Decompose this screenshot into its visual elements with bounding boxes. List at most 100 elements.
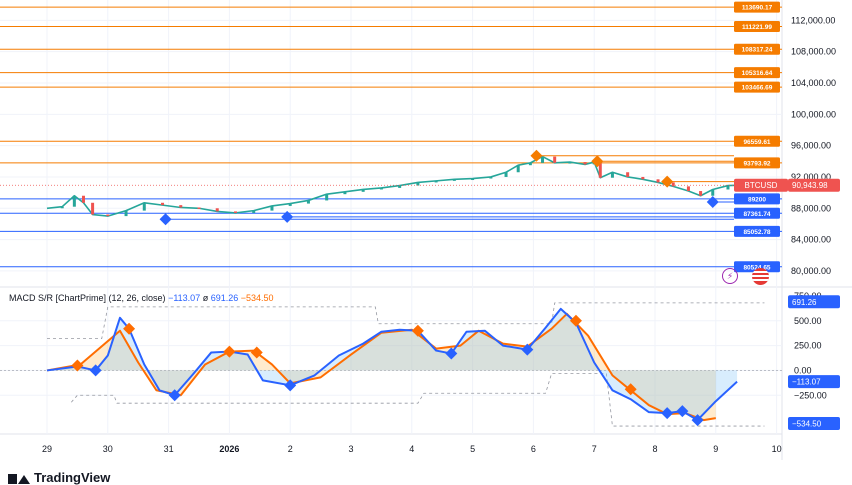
sr-level-label: 89200 bbox=[748, 196, 766, 203]
last-price-badge: 90,943.98 bbox=[792, 181, 828, 190]
price-candle bbox=[106, 214, 110, 217]
x-tick-label: 4 bbox=[409, 444, 414, 454]
swing-markers bbox=[159, 149, 734, 226]
price-tick-label: 100,000.00 bbox=[791, 109, 836, 119]
sr-level-label: 113690.17 bbox=[742, 5, 773, 12]
price-tick-label: 96,000.00 bbox=[791, 141, 831, 151]
price-candle bbox=[568, 162, 572, 164]
price-candle bbox=[711, 189, 715, 196]
sr-level-label-box bbox=[734, 157, 780, 169]
macd-bullish-cross-marker bbox=[168, 389, 181, 402]
sr-level-label: 93793.92 bbox=[743, 160, 770, 167]
sr-level-label-box bbox=[734, 43, 780, 55]
price-candle bbox=[656, 179, 660, 183]
last-price-badge-symbol: BTCUSD bbox=[745, 181, 778, 190]
signal-fill bbox=[47, 313, 716, 421]
price-candle bbox=[471, 178, 475, 181]
price-candle bbox=[142, 202, 146, 211]
x-tick-label: 29 bbox=[42, 444, 52, 454]
x-tick-label: 3 bbox=[348, 444, 353, 454]
macd-bearish-cross-marker bbox=[123, 322, 136, 335]
macd-value-badge: 691.26 bbox=[792, 298, 817, 307]
price-candle bbox=[179, 205, 183, 208]
price-candle bbox=[641, 176, 645, 180]
x-tick-label: 8 bbox=[652, 444, 657, 454]
macd-bearish-cross-marker bbox=[250, 346, 263, 359]
lightning-icon[interactable]: ⚡ bbox=[722, 268, 738, 284]
macd-bullish-cross-marker bbox=[521, 343, 534, 356]
price-candle bbox=[452, 179, 456, 181]
swing-low-marker bbox=[159, 213, 172, 226]
x-tick-label: 7 bbox=[592, 444, 597, 454]
swing-high-marker bbox=[661, 175, 674, 188]
macd-bullish-cross-marker bbox=[691, 414, 704, 427]
price-candle bbox=[516, 165, 520, 173]
sr-level-label: 80524.65 bbox=[743, 264, 770, 271]
price-tick-label: 92,000.00 bbox=[791, 172, 831, 182]
price-candle bbox=[528, 162, 532, 166]
sr-level-label: 108317.24 bbox=[742, 47, 773, 54]
x-tick-label: 5 bbox=[470, 444, 475, 454]
sr-level-label-box bbox=[734, 207, 780, 219]
swing-high-marker bbox=[591, 155, 604, 168]
price-candle bbox=[671, 182, 675, 187]
sr-level-label: 105316.64 bbox=[742, 70, 773, 77]
sr-levels: 113690.17 111221.99 108317.24 105316.64 1034… bbox=[0, 1, 782, 273]
macd-tick-label: 250.00 bbox=[794, 341, 822, 351]
price-candle bbox=[699, 191, 703, 196]
macd-bullish-cross-marker bbox=[676, 405, 689, 418]
swing-high-marker bbox=[530, 149, 543, 162]
tradingview-logo[interactable]: TradingView bbox=[8, 470, 110, 485]
x-tick-label: 6 bbox=[531, 444, 536, 454]
price-candle bbox=[197, 207, 201, 209]
last-price-badge-symbol-box bbox=[734, 178, 788, 192]
macd-bearish-cross-marker bbox=[411, 324, 424, 337]
x-tick-label: 2 bbox=[288, 444, 293, 454]
macd-legend[interactable]: MACD S/R [ChartPrime] (12, 26, close) −1… bbox=[9, 293, 274, 303]
price-candle bbox=[553, 156, 557, 163]
sr-level-label-box bbox=[734, 20, 780, 32]
price-candle bbox=[343, 191, 347, 195]
macd-tick-label: 500.00 bbox=[794, 316, 822, 326]
macd-value-badge-box bbox=[788, 295, 840, 309]
price-candle bbox=[60, 206, 64, 209]
macd-bearish-cross-marker bbox=[223, 345, 236, 358]
tradingview-logo-text: TradingView bbox=[34, 470, 111, 485]
price-candle bbox=[72, 195, 76, 207]
x-tick-label: 10 bbox=[772, 444, 782, 454]
price-candle bbox=[610, 172, 614, 178]
price-candle bbox=[306, 200, 310, 204]
macd-lower-band bbox=[71, 373, 765, 427]
x-tick-label: 2026 bbox=[219, 444, 239, 454]
macd-bearish-cross-marker bbox=[569, 314, 582, 327]
price-candle bbox=[81, 195, 85, 203]
sr-level-label-box bbox=[734, 261, 780, 273]
sr-level-label-box bbox=[734, 81, 780, 93]
macd-legend-value-3: 691.26 bbox=[210, 293, 239, 303]
swing-low-marker bbox=[706, 196, 719, 209]
time-axis[interactable]: 29 30 31 2026 2 3 4 5 6 7 8 9 10 bbox=[42, 444, 782, 454]
price-series bbox=[0, 155, 782, 217]
price-candle bbox=[626, 172, 630, 177]
macd-grid bbox=[0, 320, 782, 396]
sr-level-label-box bbox=[734, 193, 780, 205]
price-axis[interactable]: 80,000.00 84,000.00 88,000.00 92,000.00 96,0… bbox=[791, 15, 836, 276]
sr-level-label: 96559.61 bbox=[743, 139, 770, 146]
price-candle bbox=[270, 205, 274, 211]
macd-value-badge-box bbox=[788, 417, 840, 431]
price-candle bbox=[91, 202, 95, 215]
price-candle bbox=[161, 202, 165, 206]
macd-value-badge-box bbox=[788, 375, 840, 389]
price-candle bbox=[215, 208, 219, 212]
last-price-badge-box bbox=[788, 178, 840, 192]
macd-legend-value-4: −534.50 bbox=[240, 293, 274, 303]
price-tick-label: 88,000.00 bbox=[791, 203, 831, 213]
macd-legend-title: MACD S/R [ChartPrime] bbox=[9, 293, 107, 303]
us-flag-icon[interactable] bbox=[752, 268, 769, 285]
price-candle bbox=[489, 176, 493, 179]
price-candle bbox=[434, 180, 438, 183]
price-candle bbox=[416, 182, 420, 186]
price-candle bbox=[325, 194, 329, 201]
price-candle bbox=[504, 172, 508, 177]
price-candle bbox=[398, 185, 402, 188]
